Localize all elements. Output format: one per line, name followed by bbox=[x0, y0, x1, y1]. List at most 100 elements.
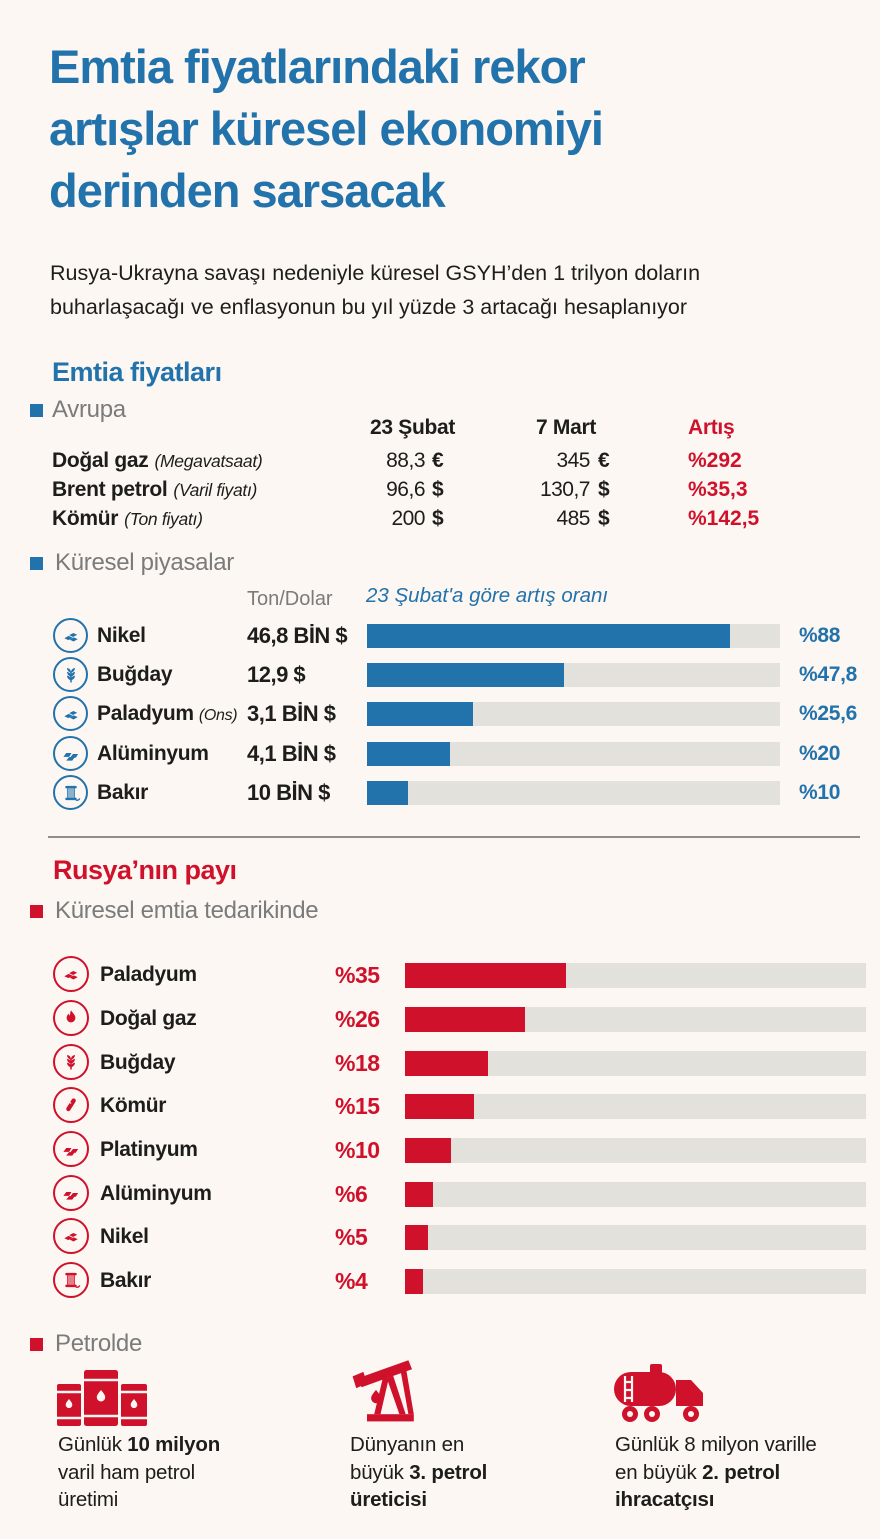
share-bar-track bbox=[405, 1182, 866, 1207]
share-pct-label: %6 bbox=[335, 1181, 368, 1207]
col-header-23subat: 23 Şubat bbox=[370, 416, 456, 439]
col-header-7mart: 7 Mart bbox=[536, 416, 597, 439]
share-label: Alüminyum bbox=[100, 1182, 212, 1205]
petrol-text-segment: varil ham petrol bbox=[58, 1460, 195, 1484]
petrol-text-segment: 2. petrol bbox=[702, 1460, 781, 1484]
copper-icon bbox=[53, 775, 88, 810]
market-value: 46,8 BİN $ bbox=[247, 623, 348, 648]
share-bar-track bbox=[405, 1225, 866, 1250]
share-label: Paladyum bbox=[100, 963, 197, 986]
market-pct-label: %10 bbox=[799, 781, 841, 804]
share-row: Buğday %18 bbox=[0, 1043, 880, 1083]
market-row: Alüminyum 4,1 BİN $ %20 bbox=[0, 735, 880, 773]
market-value: 10 BİN $ bbox=[247, 780, 330, 805]
price-row: Kömür (Ton fiyatı) 200 $ 485 $ %142,5 bbox=[0, 504, 880, 533]
price-change: %142,5 bbox=[688, 507, 760, 530]
share-bar-track bbox=[405, 963, 866, 988]
share-bar-fill bbox=[405, 1051, 488, 1076]
platinum-icon bbox=[53, 1131, 89, 1167]
petrol-text-segment: üreticisi bbox=[350, 1488, 427, 1511]
share-bar-fill bbox=[405, 1094, 475, 1119]
share-row: Platinyum %10 bbox=[0, 1130, 880, 1170]
col-header-artis: Artış bbox=[688, 416, 735, 439]
coal-icon bbox=[53, 1087, 89, 1123]
page-title: Emtia fiyatlarındaki rekor artışlar küre… bbox=[49, 36, 849, 222]
natural-gas-icon bbox=[53, 1000, 89, 1036]
share-label: Doğal gaz bbox=[100, 1007, 197, 1030]
market-label: Buğday bbox=[97, 663, 173, 686]
market-value: 4,1 BİN $ bbox=[247, 741, 336, 766]
price-change: %35,3 bbox=[688, 478, 748, 501]
market-row: Buğday 12,9 $ %47,8 bbox=[0, 656, 880, 694]
price-value-after: 130,7 bbox=[539, 478, 591, 501]
price-label: Kömür bbox=[52, 507, 119, 530]
section-divider bbox=[48, 836, 860, 838]
share-label: Nikel bbox=[100, 1225, 149, 1248]
share-bar-track bbox=[405, 1138, 866, 1163]
petrol-text-segment: Günlük bbox=[58, 1433, 128, 1456]
market-bar-track bbox=[367, 742, 780, 766]
share-bar-fill bbox=[405, 1007, 525, 1032]
market-bar-track bbox=[367, 781, 780, 805]
wheat-icon bbox=[53, 657, 88, 692]
page-title-line: artışlar küresel ekonomiyi bbox=[49, 102, 604, 155]
price-label: Doğal gaz bbox=[52, 449, 149, 472]
section-bullet-icon bbox=[30, 557, 43, 570]
share-label: Buğday bbox=[100, 1051, 176, 1074]
share-bar-fill bbox=[405, 1269, 424, 1294]
share-label: Platinyum bbox=[100, 1138, 198, 1161]
market-row: Paladyum (Ons) 3,1 BİN $ %25,6 bbox=[0, 695, 880, 733]
petrol-text-segment: Günlük 8 milyon varille bbox=[615, 1433, 817, 1456]
page-subtitle: Rusya-Ukrayna savaşı nedeniyle küresel G… bbox=[50, 257, 840, 324]
oil-pump-icon bbox=[348, 1353, 422, 1425]
share-row: Paladyum %35 bbox=[0, 955, 880, 995]
price-change: %292 bbox=[688, 449, 742, 472]
share-pct-label: %10 bbox=[335, 1137, 380, 1163]
price-note: (Ton fiyatı) bbox=[124, 509, 203, 529]
section-bullet-icon bbox=[30, 905, 43, 918]
prices-region-label: Avrupa bbox=[52, 396, 126, 423]
market-label: Paladyum bbox=[97, 702, 194, 725]
share-bar-track bbox=[405, 1094, 866, 1119]
share-bar-fill bbox=[405, 1225, 429, 1250]
price-value-before: 200 bbox=[391, 507, 425, 530]
share-bar-track bbox=[405, 1007, 866, 1032]
price-value-after: 485 bbox=[556, 507, 590, 530]
market-bar-track bbox=[367, 702, 780, 726]
wheat-icon bbox=[53, 1044, 89, 1080]
petrol-item-text: Dünyanın en büyük 3. petrol üreticisi bbox=[350, 1431, 580, 1514]
market-bar-track bbox=[367, 624, 780, 648]
russia-subheading: Küresel emtia tedarikinde bbox=[55, 897, 319, 924]
russia-section-heading: Rusya’nın payı bbox=[53, 855, 237, 885]
petrol-text-segment: ihracatçısı bbox=[615, 1488, 715, 1511]
share-pct-label: %5 bbox=[335, 1224, 368, 1250]
price-label: Brent petrol bbox=[52, 478, 168, 501]
share-pct-label: %26 bbox=[335, 1006, 380, 1032]
market-bar-track bbox=[367, 663, 780, 687]
section-bullet-icon bbox=[30, 1338, 43, 1351]
market-pct-label: %20 bbox=[799, 742, 841, 765]
currency-symbol: € bbox=[432, 449, 444, 472]
share-row: Kömür %15 bbox=[0, 1086, 880, 1126]
petrol-text-segment: en büyük bbox=[615, 1460, 703, 1484]
petrol-text-segment: 10 milyon bbox=[127, 1433, 221, 1456]
currency-symbol: € bbox=[598, 449, 610, 472]
petrol-text-segment: büyük bbox=[350, 1460, 410, 1484]
market-label: Bakır bbox=[97, 781, 149, 804]
market-row: Bakır 10 BİN $ %10 bbox=[0, 774, 880, 812]
share-bar-fill bbox=[405, 1182, 433, 1207]
share-row: Bakır %4 bbox=[0, 1261, 880, 1301]
price-row: Doğal gaz (Megavatsaat) 88,3 € 345 € %292 bbox=[0, 446, 880, 475]
price-row: Brent petrol (Varil fiyatı) 96,6 $ 130,7 … bbox=[0, 475, 880, 504]
price-value-after: 345 bbox=[556, 449, 590, 472]
market-bar-fill bbox=[367, 702, 473, 726]
share-row: Doğal gaz %26 bbox=[0, 999, 880, 1039]
petrol-subheading: Petrolde bbox=[55, 1330, 142, 1357]
aluminium-icon bbox=[53, 736, 88, 771]
share-bar-track bbox=[405, 1269, 866, 1294]
markets-section-heading: Küresel piyasalar bbox=[55, 549, 234, 576]
copper-icon bbox=[53, 1262, 89, 1298]
nickel-icon bbox=[53, 1218, 89, 1254]
market-pct-label: %88 bbox=[799, 624, 841, 647]
share-bar-fill bbox=[405, 963, 567, 988]
